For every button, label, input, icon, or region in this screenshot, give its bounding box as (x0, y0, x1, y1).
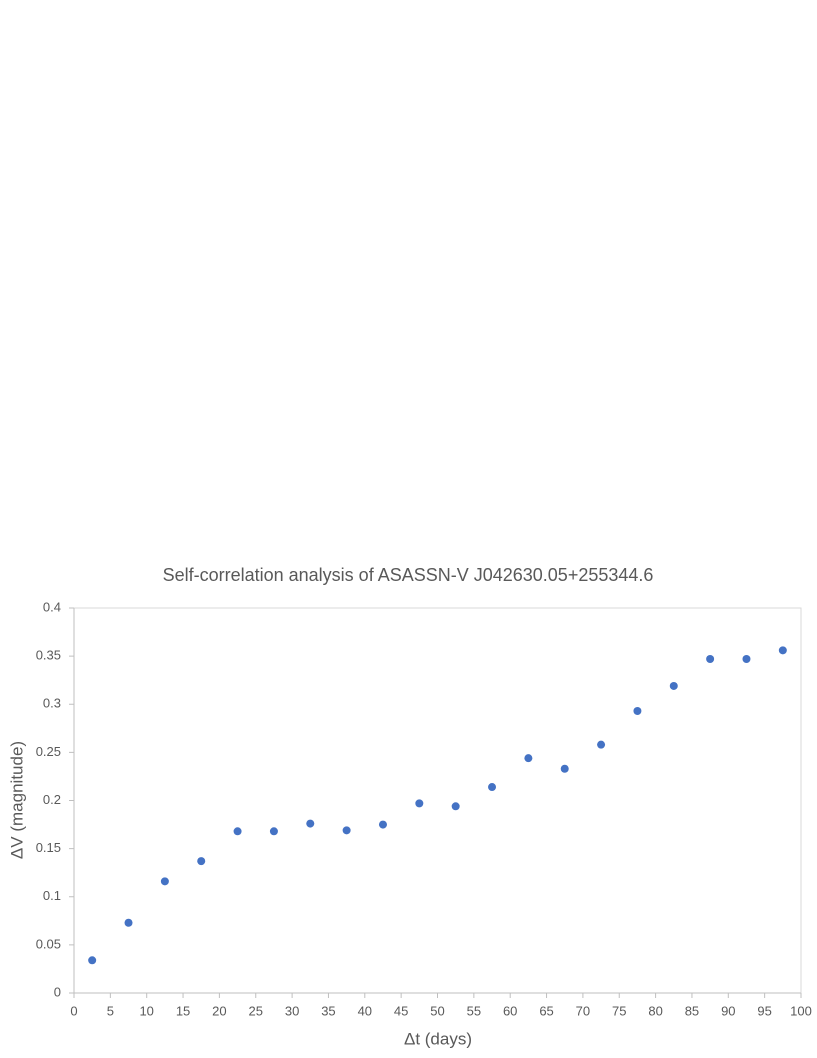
chart-title: Self-correlation analysis of ASASSN-V J0… (163, 565, 654, 585)
x-tick-label: 20 (212, 1003, 226, 1018)
y-tick-label: 0.4 (43, 599, 61, 614)
point (378, 820, 387, 829)
x-tick-label: 90 (721, 1003, 735, 1018)
point (197, 857, 206, 866)
x-tick-label: 100 (790, 1003, 812, 1018)
point (597, 740, 606, 749)
x-tick-label: 65 (539, 1003, 553, 1018)
point (560, 764, 569, 773)
point (633, 706, 642, 715)
y-tick-label: 0.2 (43, 792, 61, 807)
x-tick-label: 5 (107, 1003, 114, 1018)
x-tick-label: 30 (285, 1003, 299, 1018)
plot-border (73, 607, 802, 994)
x-tick-label: 80 (648, 1003, 662, 1018)
y-tick-label: 0 (54, 984, 61, 999)
point (306, 819, 315, 828)
y-tick-label: 0.05 (36, 936, 61, 951)
x-tick-label: 10 (139, 1003, 153, 1018)
point (342, 826, 351, 835)
x-tick-label: 85 (685, 1003, 699, 1018)
y-tick-label: 0.3 (43, 696, 61, 711)
point (778, 646, 787, 655)
y-tick-label: 0.25 (36, 744, 61, 759)
x-tick-label: 75 (612, 1003, 626, 1018)
x-tick-label: 50 (430, 1003, 444, 1018)
y-tick-label: 0.35 (36, 648, 61, 663)
x-tick-label: 40 (358, 1003, 372, 1018)
point (488, 783, 497, 792)
point (124, 918, 133, 927)
point (451, 802, 460, 811)
x-tick-label: 0 (70, 1003, 77, 1018)
x-tick-label: 25 (249, 1003, 263, 1018)
y-axis-title: ΔV (magnitude) (7, 741, 26, 859)
point (742, 655, 751, 664)
point (706, 655, 715, 664)
y-tick-label: 0.15 (36, 840, 61, 855)
x-tick-label: 60 (503, 1003, 517, 1018)
point (233, 827, 242, 836)
point (524, 754, 533, 763)
point (88, 956, 97, 965)
x-tick-label: 15 (176, 1003, 190, 1018)
x-tick-label: 35 (321, 1003, 335, 1018)
x-tick-label: 70 (576, 1003, 590, 1018)
point (415, 799, 424, 808)
x-axis-title: Δt (days) (404, 1029, 472, 1048)
point (160, 877, 169, 886)
point (269, 827, 278, 836)
x-tick-label: 55 (467, 1003, 481, 1018)
point (669, 681, 678, 690)
x-tick-label: 45 (394, 1003, 408, 1018)
x-tick-label: 95 (757, 1003, 771, 1018)
y-tick-label: 0.1 (43, 888, 61, 903)
